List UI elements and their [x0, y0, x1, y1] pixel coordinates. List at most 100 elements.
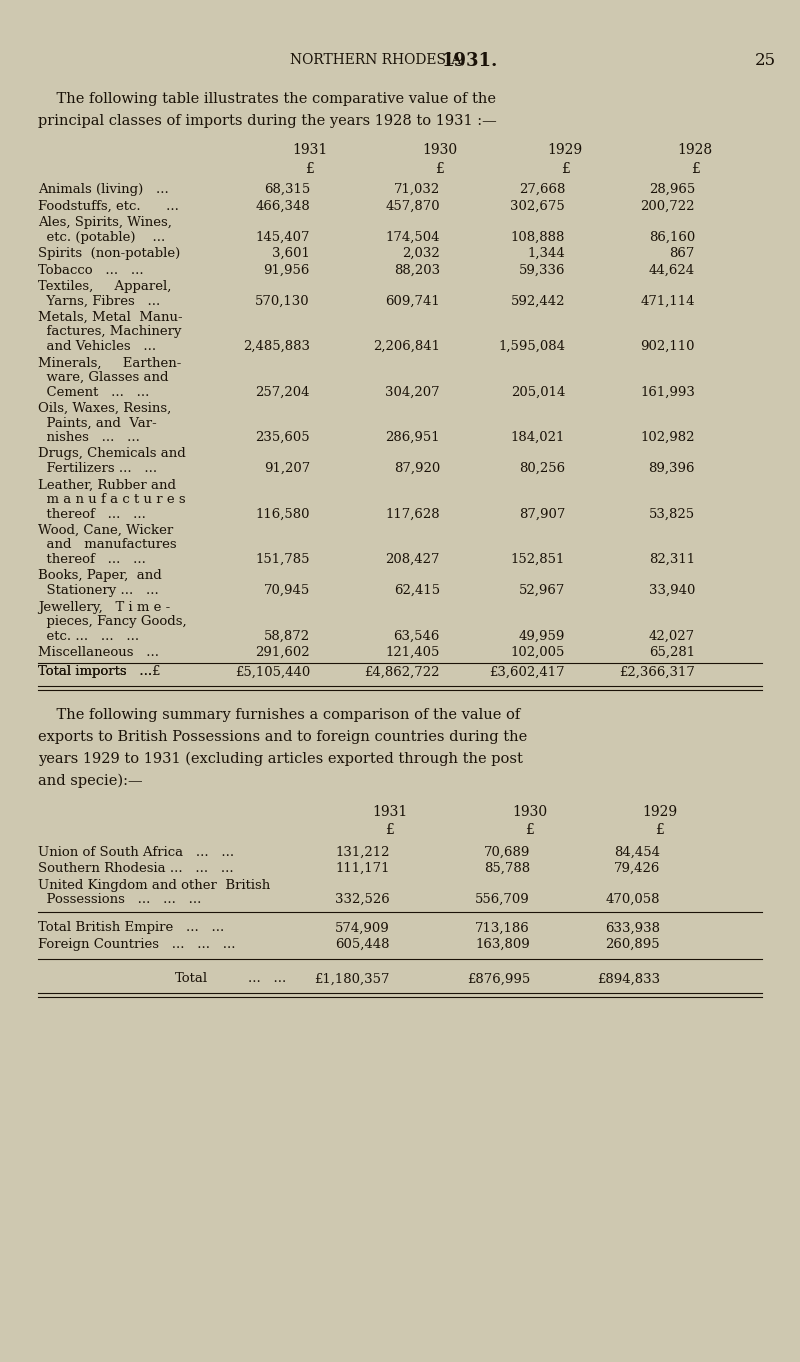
Text: ware, Glasses and: ware, Glasses and — [38, 370, 169, 384]
Text: 200,722: 200,722 — [641, 199, 695, 212]
Text: etc. (potable)    ...: etc. (potable) ... — [38, 230, 166, 244]
Text: £: £ — [435, 162, 445, 176]
Text: The following table illustrates the comparative value of the: The following table illustrates the comp… — [38, 93, 496, 106]
Text: 257,204: 257,204 — [255, 385, 310, 399]
Text: 71,032: 71,032 — [394, 183, 440, 196]
Text: 867: 867 — [670, 247, 695, 260]
Text: Foreign Countries   ...   ...   ...: Foreign Countries ... ... ... — [38, 938, 235, 951]
Text: 1929: 1929 — [547, 143, 582, 157]
Text: 28,965: 28,965 — [649, 183, 695, 196]
Text: The following summary furnishes a comparison of the value of: The following summary furnishes a compar… — [38, 707, 520, 722]
Text: 59,336: 59,336 — [518, 263, 565, 276]
Text: 1930: 1930 — [513, 805, 547, 820]
Text: thereof   ...   ...: thereof ... ... — [38, 553, 146, 567]
Text: 108,888: 108,888 — [510, 230, 565, 244]
Text: Stationery ...   ...: Stationery ... ... — [38, 584, 158, 597]
Text: £: £ — [306, 162, 314, 176]
Text: 121,405: 121,405 — [386, 646, 440, 659]
Text: 208,427: 208,427 — [386, 553, 440, 567]
Text: 633,938: 633,938 — [605, 922, 660, 934]
Text: Tobacco   ...   ...: Tobacco ... ... — [38, 263, 144, 276]
Text: 63,546: 63,546 — [394, 629, 440, 643]
Text: 44,624: 44,624 — [649, 263, 695, 276]
Text: Oils, Waxes, Resins,: Oils, Waxes, Resins, — [38, 402, 171, 415]
Text: £876,995: £876,995 — [466, 972, 530, 986]
Text: 3,601: 3,601 — [272, 247, 310, 260]
Text: Animals (living)   ...: Animals (living) ... — [38, 183, 169, 196]
Text: 79,426: 79,426 — [614, 862, 660, 874]
Text: ...   ...: ... ... — [248, 972, 286, 986]
Text: years 1929 to 1931 (excluding articles exported through the post: years 1929 to 1931 (excluding articles e… — [38, 752, 523, 765]
Text: Yarns, Fibres   ...: Yarns, Fibres ... — [38, 294, 160, 308]
Text: 91,207: 91,207 — [264, 462, 310, 475]
Text: 33,940: 33,940 — [649, 584, 695, 597]
Text: factures, Machinery: factures, Machinery — [38, 326, 182, 339]
Text: £: £ — [386, 824, 394, 838]
Text: thereof   ...   ...: thereof ... ... — [38, 508, 146, 520]
Text: Total imports   ...£: Total imports ...£ — [38, 666, 161, 678]
Text: 25: 25 — [755, 52, 776, 69]
Text: nishes   ...   ...: nishes ... ... — [38, 430, 140, 444]
Text: m a n u f a c t u r e s: m a n u f a c t u r e s — [38, 493, 186, 507]
Text: 304,207: 304,207 — [386, 385, 440, 399]
Text: 605,448: 605,448 — [335, 938, 390, 951]
Text: 570,130: 570,130 — [255, 294, 310, 308]
Text: Cement   ...   ...: Cement ... ... — [38, 385, 150, 399]
Text: 471,114: 471,114 — [641, 294, 695, 308]
Text: 116,580: 116,580 — [255, 508, 310, 520]
Text: 87,907: 87,907 — [518, 508, 565, 520]
Text: 1931.: 1931. — [442, 52, 498, 69]
Text: 1929: 1929 — [642, 805, 678, 820]
Text: 68,315: 68,315 — [264, 183, 310, 196]
Text: 470,058: 470,058 — [606, 893, 660, 906]
Text: 556,709: 556,709 — [475, 893, 530, 906]
Text: 2,032: 2,032 — [402, 247, 440, 260]
Text: 457,870: 457,870 — [386, 199, 440, 212]
Text: 62,415: 62,415 — [394, 584, 440, 597]
Text: etc. ...   ...   ...: etc. ... ... ... — [38, 629, 139, 643]
Text: 80,256: 80,256 — [519, 462, 565, 475]
Text: Drugs, Chemicals and: Drugs, Chemicals and — [38, 448, 186, 460]
Text: 1928: 1928 — [678, 143, 713, 157]
Text: 82,311: 82,311 — [649, 553, 695, 567]
Text: £894,833: £894,833 — [597, 972, 660, 986]
Text: 27,668: 27,668 — [518, 183, 565, 196]
Text: 70,945: 70,945 — [264, 584, 310, 597]
Text: and   manufactures: and manufactures — [38, 538, 177, 552]
Text: 332,526: 332,526 — [335, 893, 390, 906]
Text: 302,675: 302,675 — [510, 199, 565, 212]
Text: 91,956: 91,956 — [264, 263, 310, 276]
Text: 260,895: 260,895 — [606, 938, 660, 951]
Text: 102,982: 102,982 — [641, 430, 695, 444]
Text: 902,110: 902,110 — [641, 340, 695, 353]
Text: 574,909: 574,909 — [335, 922, 390, 934]
Text: Minerals,     Earthen-: Minerals, Earthen- — [38, 357, 182, 369]
Text: 163,809: 163,809 — [475, 938, 530, 951]
Text: 1930: 1930 — [422, 143, 458, 157]
Text: Ales, Spirits, Wines,: Ales, Spirits, Wines, — [38, 217, 172, 229]
Text: 52,967: 52,967 — [518, 584, 565, 597]
Text: 87,920: 87,920 — [394, 462, 440, 475]
Text: Leather, Rubber and: Leather, Rubber and — [38, 478, 176, 492]
Text: Total British Empire   ...   ...: Total British Empire ... ... — [38, 922, 224, 934]
Text: Jewellery,   T i m e -: Jewellery, T i m e - — [38, 601, 170, 613]
Text: NORTHERN RHODESIA,: NORTHERN RHODESIA, — [290, 52, 470, 65]
Text: 70,689: 70,689 — [484, 846, 530, 858]
Text: Possessions   ...   ...   ...: Possessions ... ... ... — [38, 893, 202, 906]
Text: 2,485,883: 2,485,883 — [243, 340, 310, 353]
Text: 65,281: 65,281 — [649, 646, 695, 659]
Text: £: £ — [690, 162, 699, 176]
Text: principal classes of imports during the years 1928 to 1931 :—: principal classes of imports during the … — [38, 114, 497, 128]
Text: Textiles,     Apparel,: Textiles, Apparel, — [38, 281, 171, 293]
Text: 2,206,841: 2,206,841 — [373, 340, 440, 353]
Text: pieces, Fancy Goods,: pieces, Fancy Goods, — [38, 616, 186, 628]
Text: Foodstuffs, etc.      ...: Foodstuffs, etc. ... — [38, 199, 179, 212]
Text: 84,454: 84,454 — [614, 846, 660, 858]
Text: £3,602,417: £3,602,417 — [490, 666, 565, 678]
Text: Union of South Africa   ...   ...: Union of South Africa ... ... — [38, 846, 234, 858]
Text: £1,180,357: £1,180,357 — [314, 972, 390, 986]
Text: 42,027: 42,027 — [649, 629, 695, 643]
Text: 466,348: 466,348 — [255, 199, 310, 212]
Text: exports to British Possessions and to foreign countries during the: exports to British Possessions and to fo… — [38, 730, 527, 744]
Text: 1931: 1931 — [372, 805, 408, 820]
